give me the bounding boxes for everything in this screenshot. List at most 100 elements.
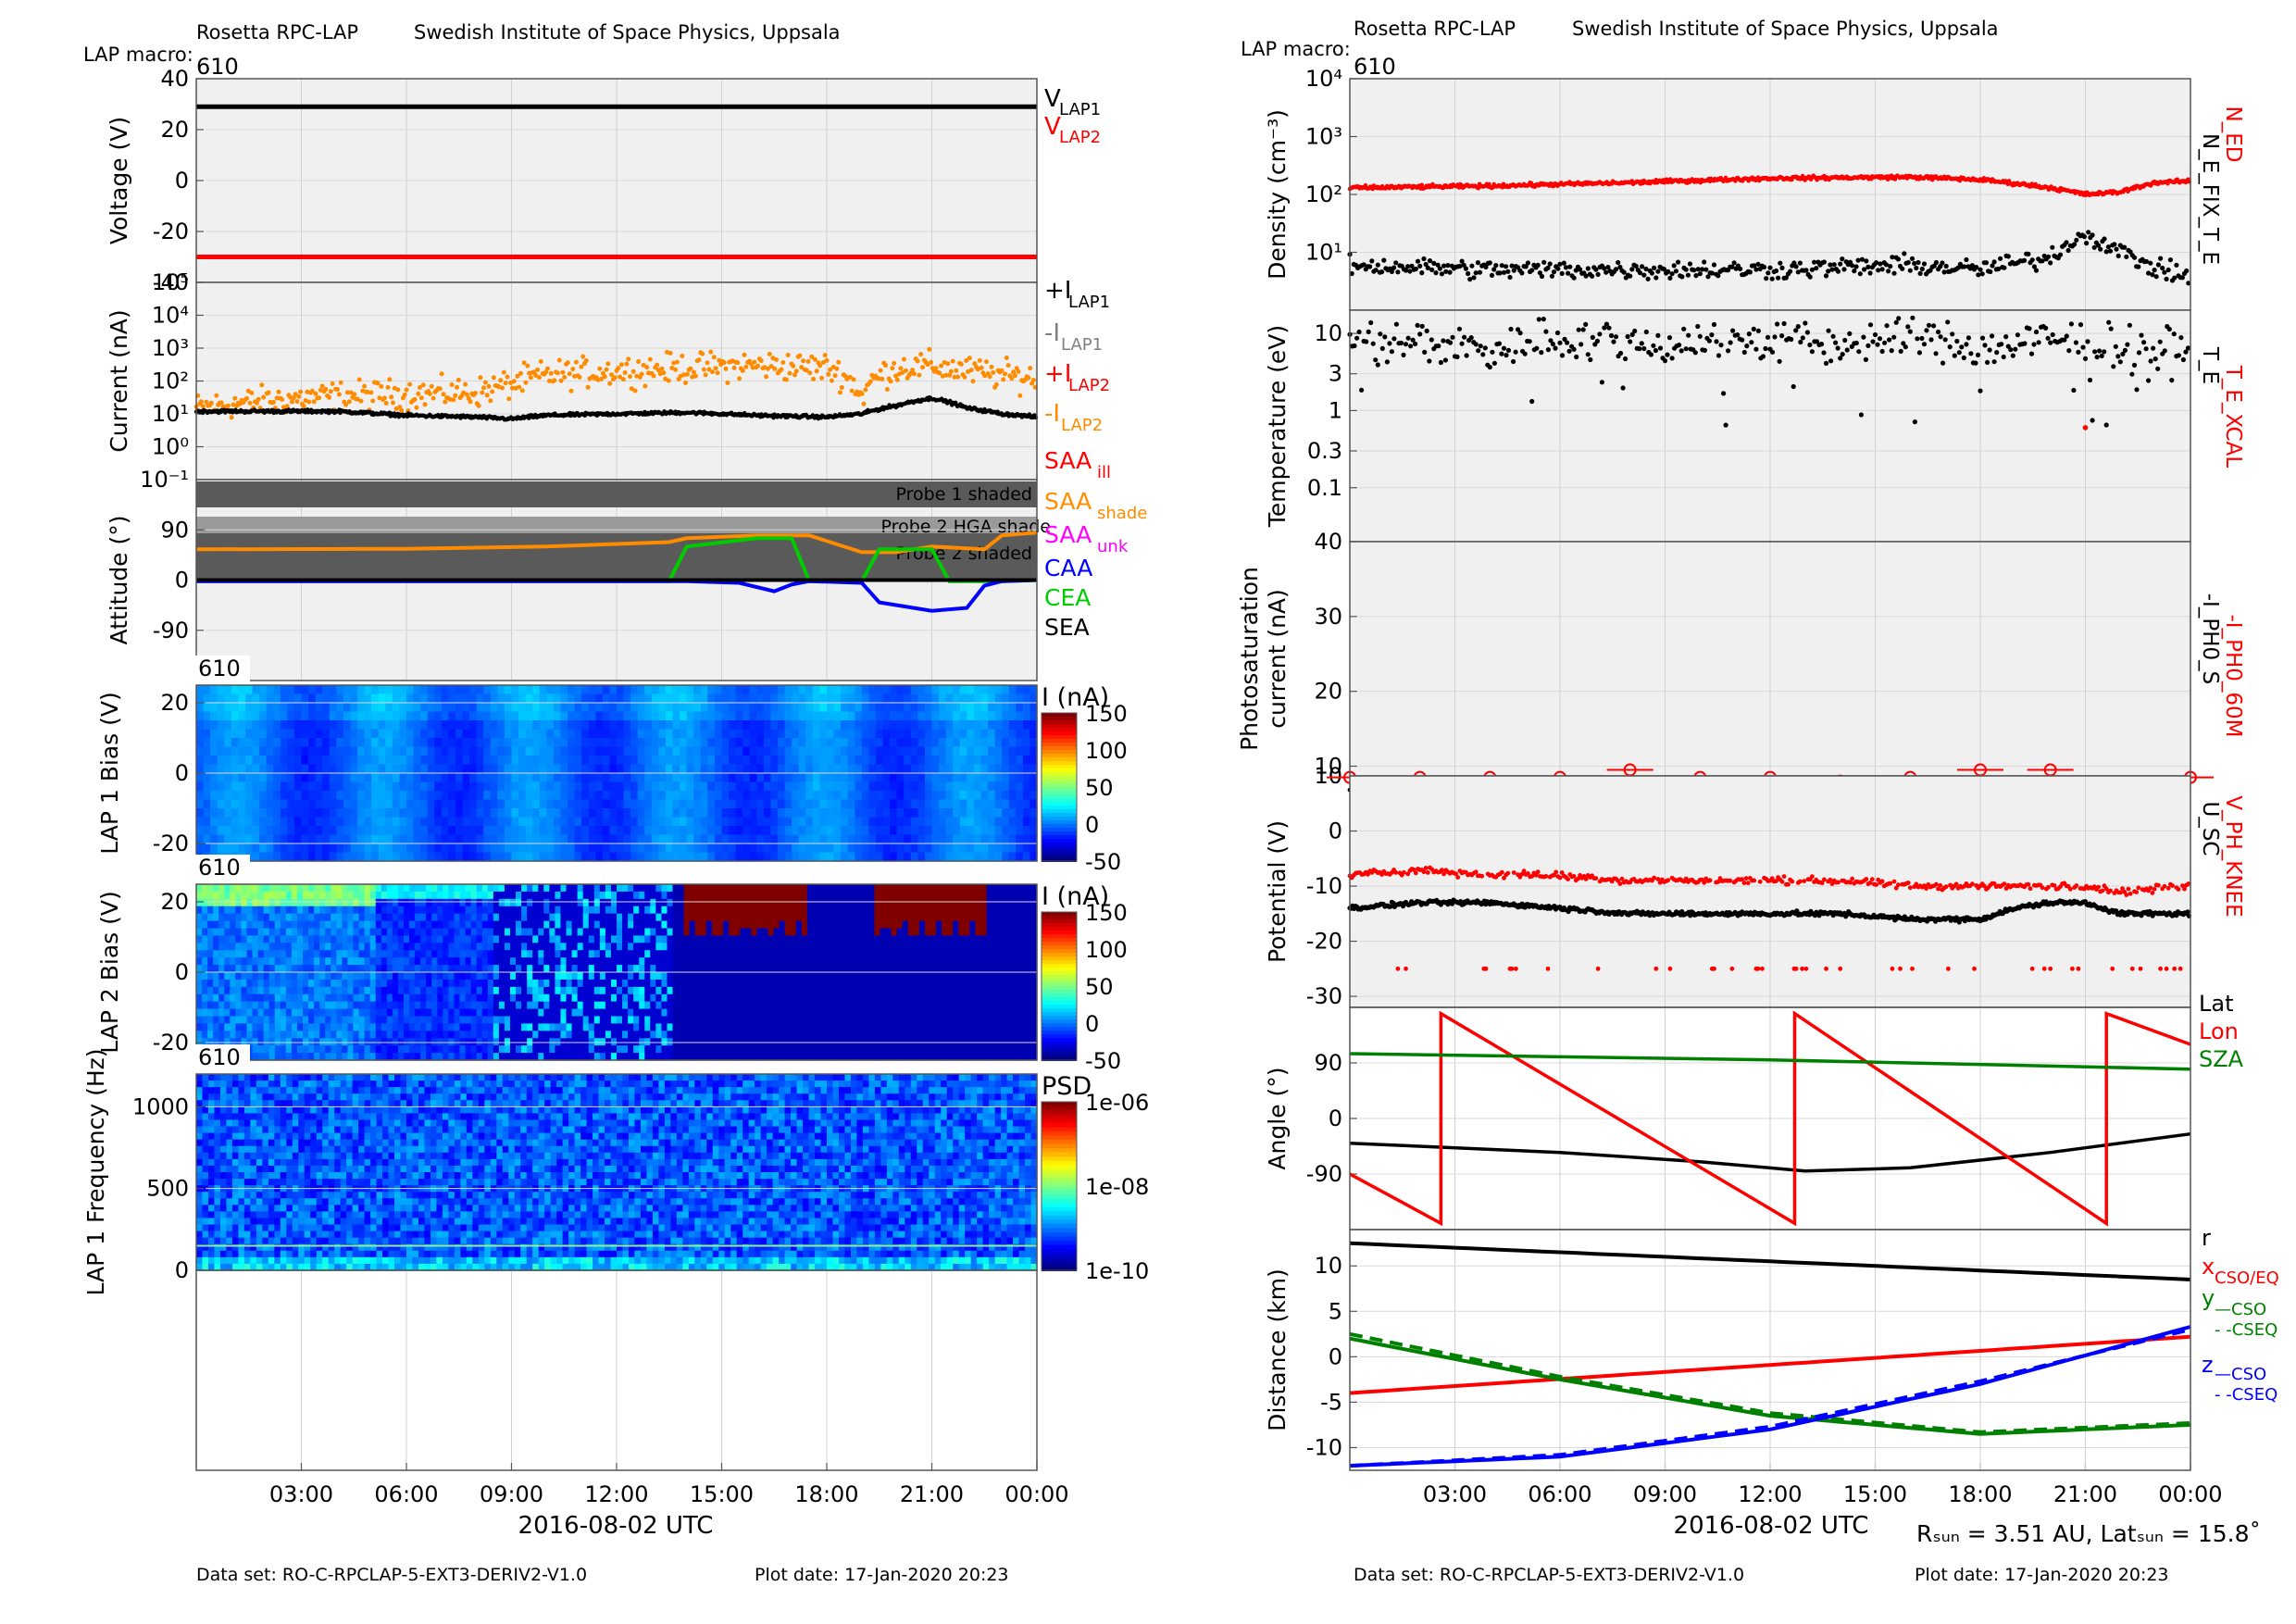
heatmap-cell xyxy=(274,906,281,915)
heatmap-cell xyxy=(875,791,884,801)
heatmap-cell xyxy=(420,1016,427,1025)
heatmap-cell xyxy=(511,711,519,721)
heatmap-cell xyxy=(568,826,576,836)
heatmap-cell xyxy=(322,799,331,809)
heatmap-cell xyxy=(917,756,926,766)
heatmap-cell xyxy=(875,746,884,756)
heatmap-cell xyxy=(553,826,562,836)
heatmap-cell xyxy=(314,891,320,900)
heatmap-cell xyxy=(319,1001,326,1010)
heatmap-cell xyxy=(238,843,246,854)
heatmap-cell xyxy=(700,826,708,836)
heatmap-cell xyxy=(672,729,680,739)
heatmap-cell xyxy=(953,738,961,748)
series-point-minus-ilap2 xyxy=(894,377,900,382)
heatmap-cell xyxy=(399,799,407,809)
heatmap-cell xyxy=(988,693,996,704)
heatmap-cell xyxy=(917,843,926,854)
heatmap-cell xyxy=(1022,843,1031,854)
heatmap-cell xyxy=(693,764,702,774)
heatmap-cell xyxy=(385,808,393,818)
heatmap-cell xyxy=(207,1008,214,1018)
heatmap-cell xyxy=(658,693,667,704)
heatmap-cell xyxy=(819,843,828,854)
heatmap-cell xyxy=(364,720,372,731)
footer-rsun: Rₛᵤₙ = 3.51 AU, Latₛᵤₙ = 15.8˚ xyxy=(1916,1520,2261,1547)
heatmap-cell xyxy=(994,711,1003,721)
heatmap-cell xyxy=(847,764,855,774)
heatmap-cell xyxy=(756,685,765,695)
heatmap-cell xyxy=(497,791,505,801)
heatmap-cell xyxy=(415,1016,421,1025)
heatmap-cell xyxy=(644,729,653,739)
heatmap-cell xyxy=(336,935,343,943)
heatmap-cell xyxy=(588,781,596,792)
heatmap-cell xyxy=(238,834,246,844)
heatmap-cell xyxy=(896,817,905,827)
heatmap-cell xyxy=(301,826,309,836)
heatmap-cell xyxy=(973,756,982,766)
heatmap-cell xyxy=(441,852,449,862)
heatmap-cell xyxy=(861,781,869,792)
heatmap-cell xyxy=(763,738,772,748)
heatmap-cell xyxy=(375,928,382,937)
heatmap-cell xyxy=(241,1023,248,1031)
lap1-sweep-ylabel: LAP 1 Bias (V) xyxy=(96,692,123,854)
heatmap-cell xyxy=(268,884,276,893)
heatmap-cell xyxy=(749,729,757,739)
heatmap-cell xyxy=(280,972,287,981)
heatmap-cell xyxy=(303,898,309,907)
heatmap-cell xyxy=(397,884,405,893)
heatmap-cell xyxy=(798,773,806,783)
heatmap-cell xyxy=(819,738,828,748)
heatmap-cell xyxy=(343,843,352,854)
heatmap-cell xyxy=(721,756,730,766)
footer-plotdate-left: Plot date: 17-Jan-2020 20:23 xyxy=(755,1565,1009,1585)
heatmap-cell xyxy=(448,738,456,748)
heatmap-cell xyxy=(381,943,388,951)
heatmap-cell xyxy=(588,711,596,721)
heatmap-cell xyxy=(331,1045,337,1054)
heatmap-cell xyxy=(910,756,918,766)
heatmap-cell xyxy=(973,703,982,713)
heatmap-cell xyxy=(343,834,352,844)
heatmap-cell xyxy=(331,1001,337,1010)
heatmap-cell xyxy=(280,764,288,774)
heatmap-cell xyxy=(595,756,604,766)
series-point-minus-ilap2 xyxy=(505,374,510,380)
heatmap-cell xyxy=(293,720,303,731)
heatmap-cell xyxy=(246,972,254,981)
series-point-minus-ilap2 xyxy=(939,363,943,369)
heatmap-cell xyxy=(291,950,298,958)
heatmap-cell xyxy=(252,756,260,766)
heatmap-cell xyxy=(252,1023,259,1031)
heatmap-cell xyxy=(805,773,814,783)
heatmap-cell xyxy=(375,1023,382,1031)
heatmap-cell xyxy=(301,693,309,704)
heatmap-cell xyxy=(581,693,590,704)
heatmap-cell xyxy=(539,693,547,704)
heatmap-cell xyxy=(890,756,898,766)
heatmap-cell xyxy=(511,826,519,836)
heatmap-cell xyxy=(980,711,989,721)
series-point-minus-ilap2 xyxy=(883,363,889,369)
heatmap-cell xyxy=(763,711,772,721)
heatmap-cell xyxy=(939,746,947,756)
heatmap-cell xyxy=(336,884,343,893)
heatmap-cell xyxy=(497,799,505,809)
heatmap-cell xyxy=(560,711,568,721)
heatmap-cell xyxy=(347,928,355,937)
heatmap-cell xyxy=(420,781,429,792)
lap1-sweep-colorbar-tick: -50 xyxy=(1085,849,1121,875)
series-point-minus-ilap2 xyxy=(785,353,791,357)
heatmap-cell xyxy=(805,693,814,704)
heatmap-cell xyxy=(378,738,386,748)
heatmap-cell xyxy=(203,711,211,721)
heatmap-cell xyxy=(988,826,996,836)
heatmap-cell xyxy=(369,943,377,951)
series-point-minus-ilap2 xyxy=(620,377,626,382)
heatmap-cell xyxy=(392,729,401,739)
heatmap-cell xyxy=(700,711,708,721)
heatmap-cell xyxy=(420,711,429,721)
heatmap-cell xyxy=(763,729,772,739)
